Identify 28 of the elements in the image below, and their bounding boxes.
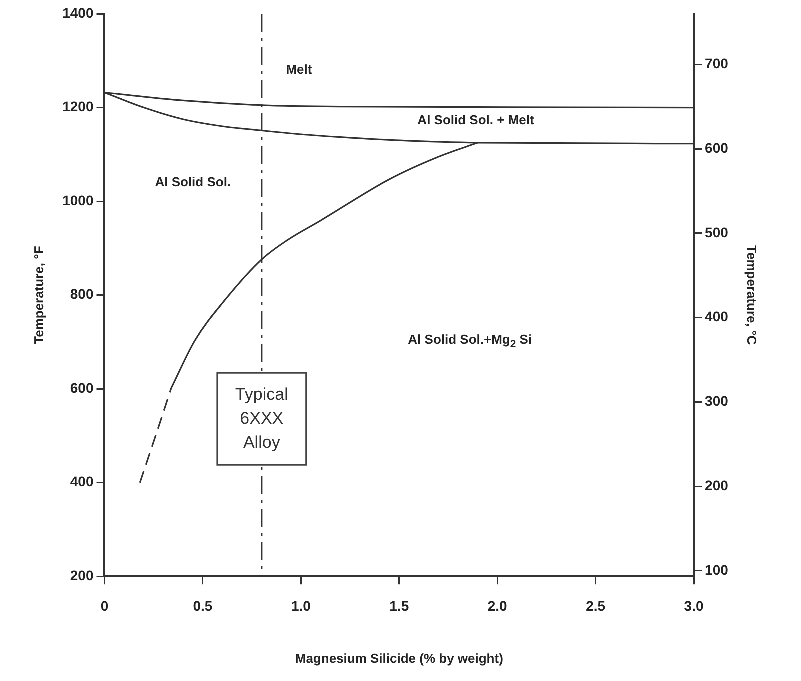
- annotation: Al Solid Sol.: [155, 174, 232, 190]
- annotation: Al Solid Sol. + Melt: [418, 112, 535, 128]
- y-tick-label: 1400: [62, 4, 94, 21]
- y2-tick-label: 300: [705, 393, 729, 410]
- y2-tick-label: 600: [705, 140, 729, 156]
- y-tick-label: 800: [70, 286, 94, 302]
- x-tick-label: 1.5: [390, 598, 410, 614]
- y-tick-label: 400: [70, 474, 94, 490]
- x-tick-label: 2.5: [586, 598, 606, 614]
- y-tick-label: 200: [70, 567, 94, 584]
- y2-axis-title: Temperature, °C: [744, 245, 760, 346]
- y-tick-label: 600: [70, 380, 94, 396]
- x-tick-label: 3.0: [684, 598, 704, 614]
- y-tick-label: 1000: [62, 192, 94, 208]
- annotation: Melt: [286, 62, 313, 77]
- y-tick-label: 1200: [62, 98, 94, 115]
- y2-tick-label: 200: [705, 477, 729, 494]
- y2-tick-label: 400: [705, 308, 729, 325]
- y2-tick-label: 100: [705, 562, 729, 578]
- y-axis-title: Temperature, °F: [31, 246, 46, 344]
- x-tick-label: 2.0: [488, 598, 508, 614]
- x-tick-label: 0: [100, 598, 109, 614]
- y2-tick-label: 700: [705, 55, 729, 72]
- ref-line-label: Typical 6XXX Alloy: [235, 384, 288, 452]
- x-axis-title: Magnesium Silicide (% by weight): [295, 650, 504, 666]
- y2-tick-label: 500: [705, 224, 729, 240]
- x-tick-label: 1.0: [291, 598, 312, 614]
- x-tick-label: 0.5: [193, 598, 213, 614]
